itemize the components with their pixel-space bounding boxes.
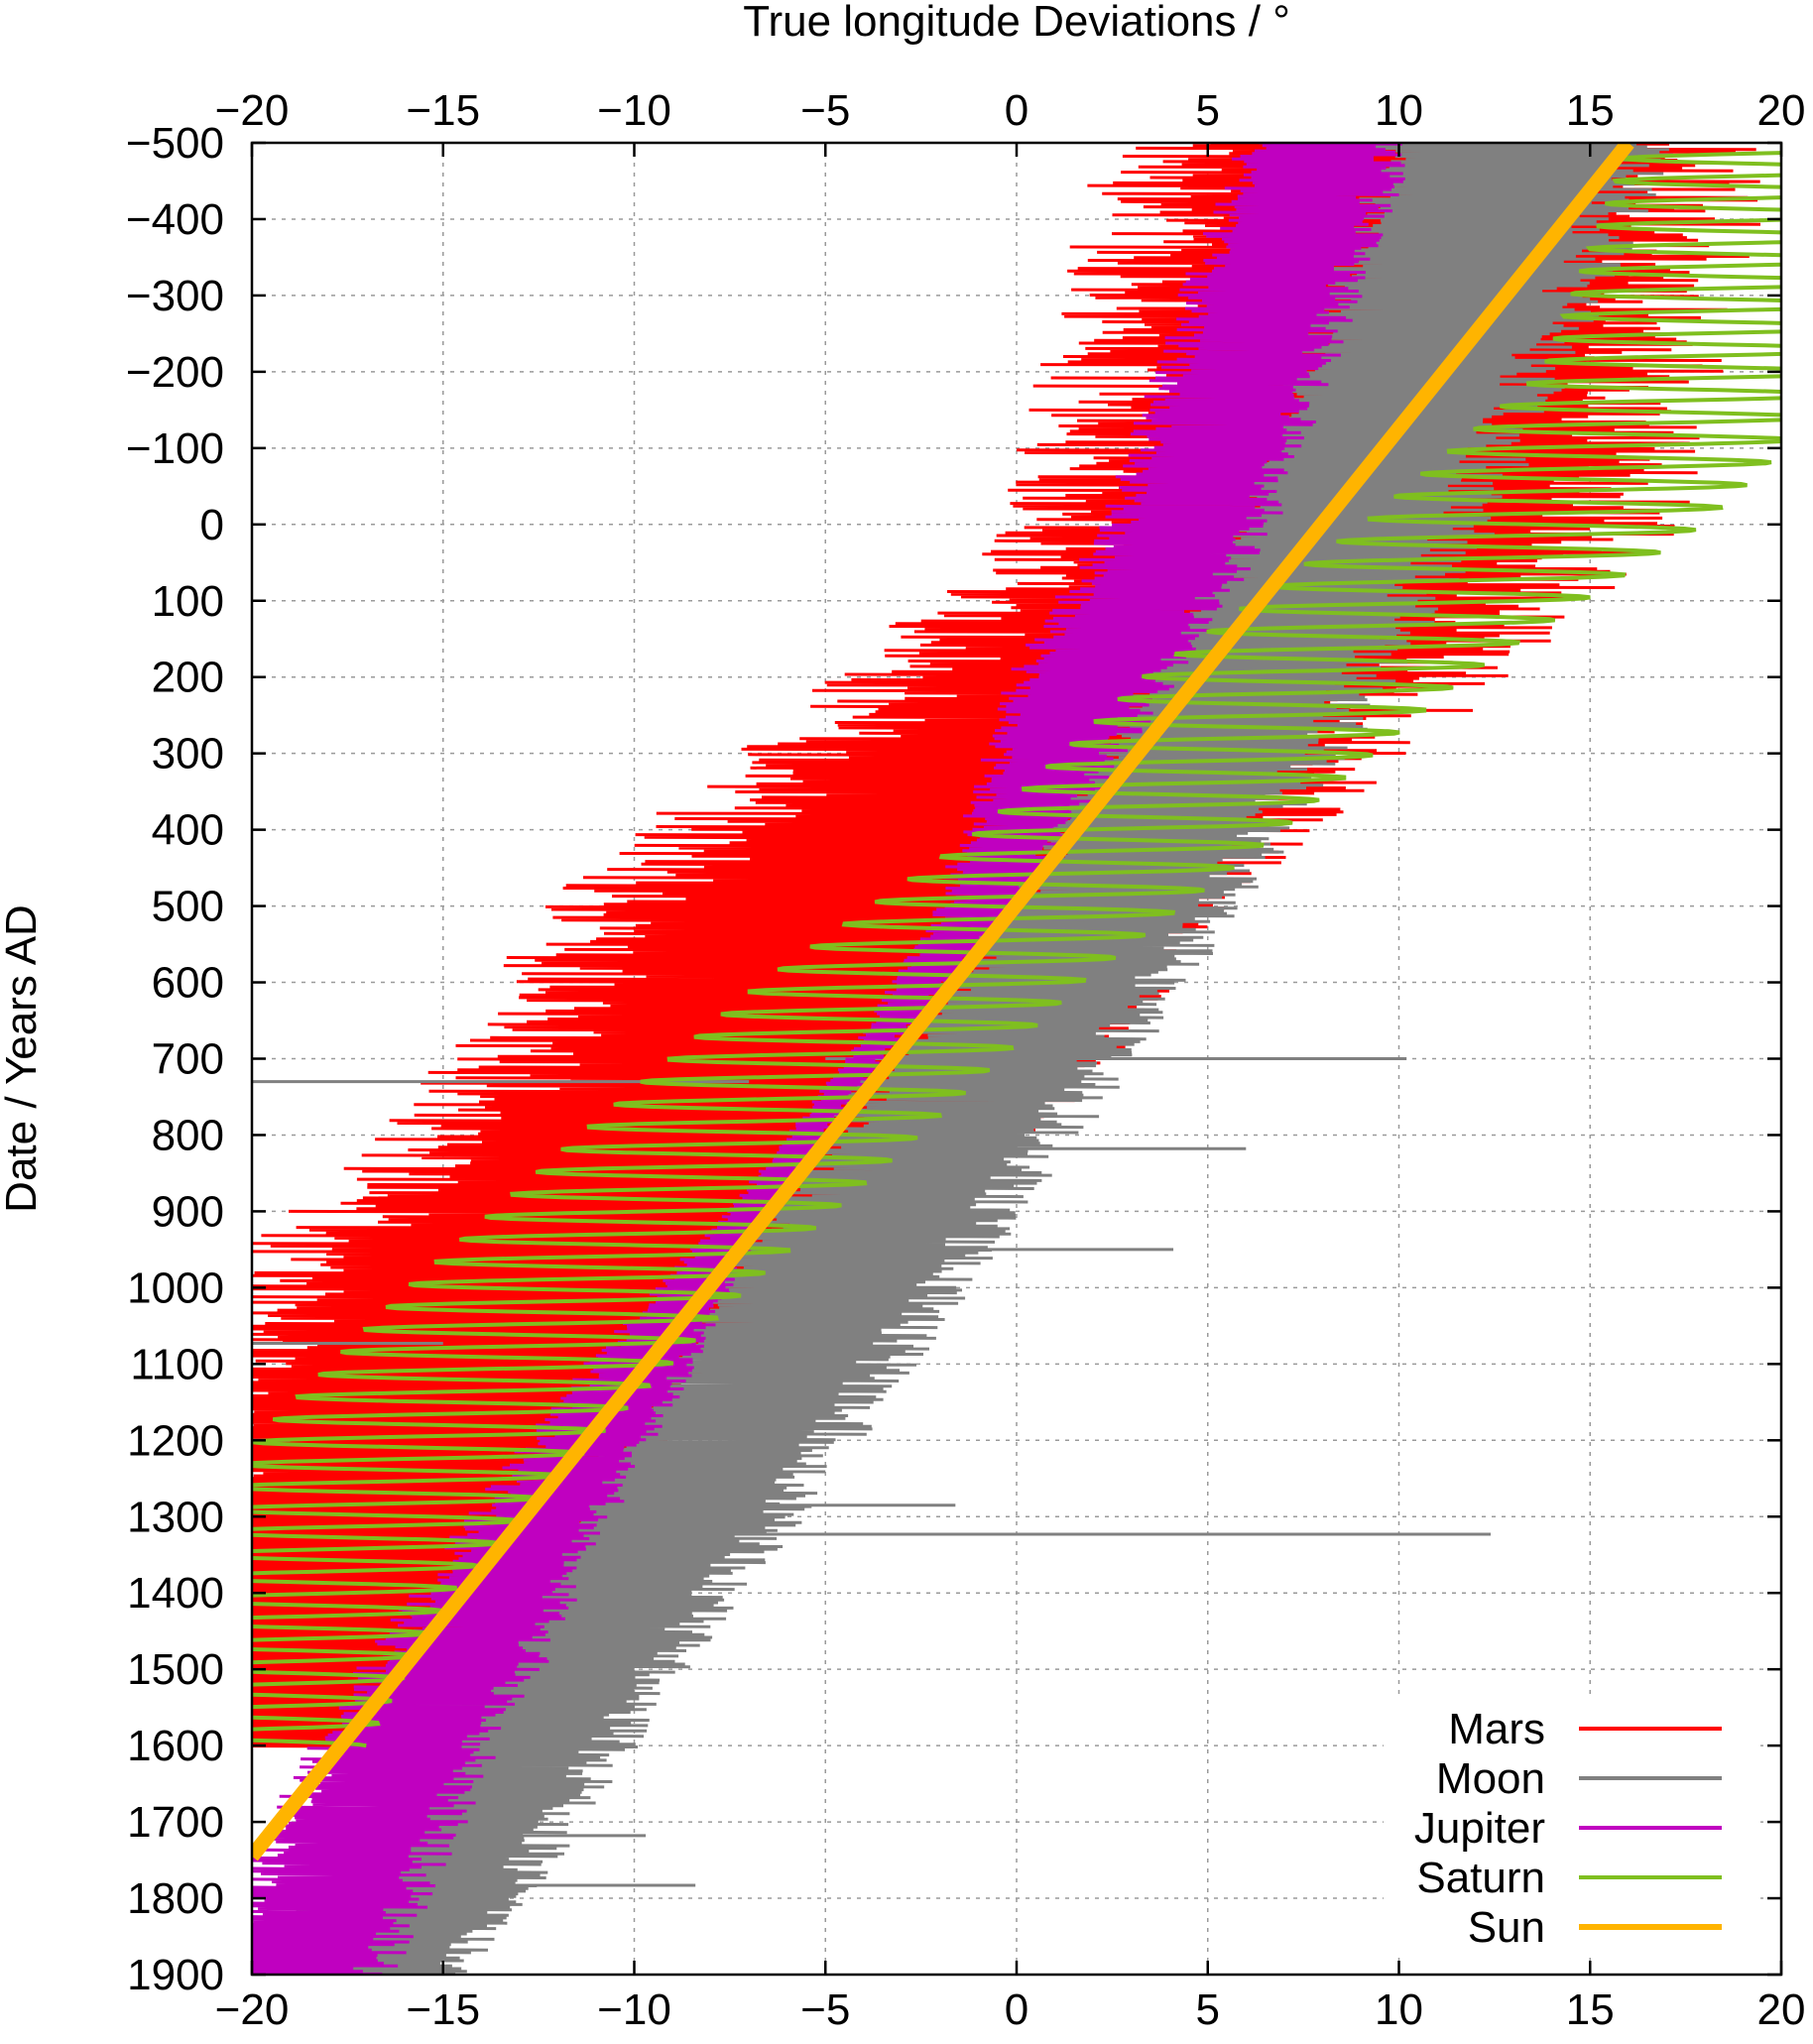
y-tick-label: 1300: [127, 1493, 224, 1541]
x-tick-label-bottom: 15: [1566, 1985, 1615, 2034]
x-tick-label-bottom: 0: [1005, 1985, 1028, 2034]
axes: −20−20−15−15−10−10−5−50055101015152020−5…: [126, 86, 1806, 2034]
legend-label-saturn: Saturn: [1416, 1854, 1545, 1902]
y-tick-label: 1000: [127, 1263, 224, 1312]
x-axis-title: True longitude Deviations / °: [743, 0, 1290, 46]
series-sun-line: [252, 143, 1634, 1862]
y-tick-label: 0: [200, 501, 224, 549]
y-tick-label: 100: [152, 577, 224, 626]
series-saturn: [252, 151, 1781, 1748]
y-tick-label: 800: [152, 1111, 224, 1159]
x-tick-label-top: 0: [1005, 86, 1028, 135]
y-tick-label: 200: [152, 654, 224, 702]
y-tick-label: 400: [152, 806, 224, 855]
y-tick-label: 900: [152, 1187, 224, 1236]
y-tick-label: 1600: [127, 1722, 224, 1770]
y-tick-label: 1800: [127, 1874, 224, 1923]
y-tick-label: 1500: [127, 1645, 224, 1694]
series-layer: [252, 143, 1781, 1975]
y-tick-label: 1200: [127, 1416, 224, 1465]
x-tick-label-bottom: 10: [1375, 1985, 1423, 2034]
y-tick-label: 600: [152, 959, 224, 1008]
y-tick-label: −500: [126, 119, 224, 168]
x-tick-label-top: 15: [1566, 86, 1615, 135]
y-tick-label: −400: [126, 195, 224, 244]
x-tick-label-bottom: −20: [215, 1985, 290, 2034]
series-saturn-line: [252, 151, 1781, 1748]
y-tick-label: 1400: [127, 1569, 224, 1618]
legend-label-moon: Moon: [1436, 1754, 1545, 1803]
x-tick-label-top: 10: [1375, 86, 1423, 135]
y-axis-title: Date / Years AD: [0, 904, 46, 1213]
legend-background: [1384, 1694, 1760, 1954]
x-tick-label-bottom: −15: [406, 1985, 480, 2034]
x-tick-label-bottom: 5: [1196, 1985, 1220, 2034]
x-tick-label-top: −10: [597, 86, 671, 135]
y-tick-label: 500: [152, 883, 224, 931]
legend-label-sun: Sun: [1468, 1903, 1545, 1952]
y-tick-label: 300: [152, 730, 224, 779]
x-tick-label-bottom: −10: [597, 1985, 671, 2034]
legend-label-jupiter: Jupiter: [1414, 1804, 1545, 1853]
y-tick-label: 700: [152, 1035, 224, 1084]
y-tick-label: 1100: [130, 1340, 224, 1388]
x-tick-label-top: 5: [1196, 86, 1220, 135]
series-sun: [252, 143, 1634, 1862]
x-tick-label-top: 20: [1757, 86, 1806, 135]
y-tick-label: −300: [126, 272, 224, 320]
y-tick-label: −200: [126, 348, 224, 397]
x-tick-label-bottom: 20: [1757, 1985, 1806, 2034]
x-tick-label-bottom: −5: [800, 1985, 850, 2034]
x-tick-label-top: −5: [800, 86, 850, 135]
y-tick-label: 1700: [127, 1798, 224, 1847]
x-tick-label-top: −15: [406, 86, 480, 135]
y-tick-label: 1900: [127, 1951, 224, 1999]
x-tick-label-top: −20: [215, 86, 290, 135]
y-tick-label: −100: [126, 424, 224, 473]
legend-label-mars: Mars: [1448, 1705, 1545, 1753]
